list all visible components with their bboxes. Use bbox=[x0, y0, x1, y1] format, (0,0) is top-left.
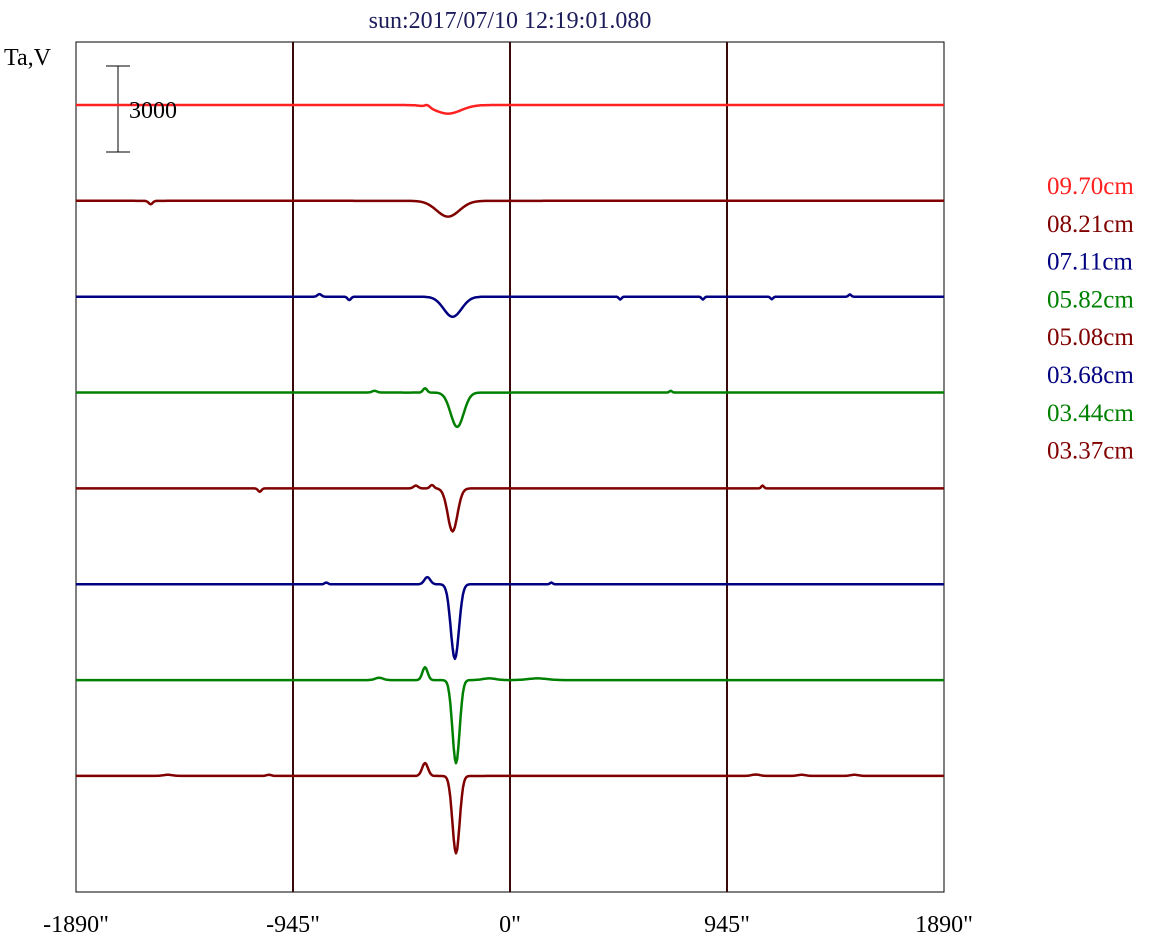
x-tick-label: 945" bbox=[704, 912, 750, 938]
series-line-03.44cm bbox=[75, 665, 945, 765]
legend-entry: 05.82cm bbox=[1047, 286, 1134, 313]
x-tick-label: -945" bbox=[266, 912, 320, 938]
vertical-reference-lines bbox=[292, 42, 728, 892]
series-line-03.68cm bbox=[75, 575, 945, 661]
x-tick-label: 0" bbox=[499, 912, 521, 938]
legend-entry: 03.44cm bbox=[1047, 400, 1134, 427]
legend-entry: 03.37cm bbox=[1047, 438, 1134, 465]
chart-title: sun:2017/07/10 12:19:01.080 bbox=[369, 8, 652, 34]
y-axis-label: Ta,V bbox=[4, 45, 52, 71]
legend-entry: 08.21cm bbox=[1047, 211, 1134, 238]
series-line-03.37cm bbox=[75, 761, 945, 855]
series-line-08.21cm bbox=[75, 199, 945, 218]
scale-bar bbox=[106, 65, 130, 153]
series-line-05.82cm bbox=[75, 387, 945, 429]
legend-entry: 09.70cm bbox=[1047, 173, 1134, 200]
legend-entry: 07.11cm bbox=[1047, 249, 1133, 276]
x-tick-label: 1890" bbox=[915, 912, 973, 938]
legend-entry: 05.08cm bbox=[1047, 324, 1134, 351]
legend: 09.70cm 08.21cm 07.11cm 05.82cm 05.08cm 03.68… bbox=[1047, 173, 1134, 465]
series-line-07.11cm bbox=[75, 292, 945, 319]
series-line-05.08cm bbox=[75, 483, 945, 533]
series-group bbox=[75, 103, 945, 855]
legend-entry: 03.68cm bbox=[1047, 362, 1134, 389]
x-tick-labels: -1890" -945" 0" 945" 1890" bbox=[43, 912, 973, 938]
scale-bar-label: 3000 bbox=[129, 98, 177, 124]
x-tick-label: -1890" bbox=[43, 912, 109, 938]
series-line-09.70cm bbox=[75, 103, 945, 115]
